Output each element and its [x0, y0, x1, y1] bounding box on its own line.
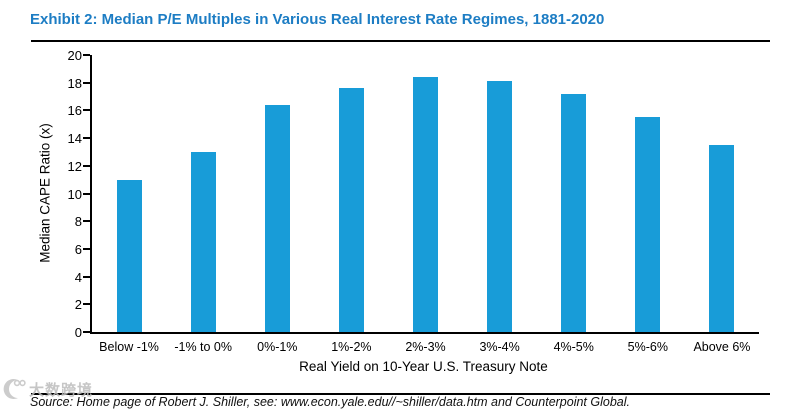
x-tick-label: Below -1%	[99, 340, 159, 354]
y-tick-label: 8	[74, 214, 82, 230]
y-tick-mark	[83, 164, 90, 167]
x-tick-label: 2%-3%	[405, 340, 446, 354]
bar	[487, 81, 513, 332]
x-tick-label: Above 6%	[693, 340, 751, 354]
y-tick-label: 16	[67, 103, 82, 119]
bar	[635, 117, 661, 332]
chart-title: Exhibit 2: Median P/E Multiples in Vario…	[30, 11, 605, 28]
x-tick-label: 4%-5%	[553, 340, 594, 354]
x-tick-label: 3%-4%	[479, 340, 520, 354]
y-tick-label: 6	[74, 241, 82, 257]
y-tick-mark	[83, 192, 90, 195]
y-tick-mark	[83, 137, 90, 140]
y-tick-mark	[83, 331, 90, 333]
x-tick-label: 1%-2%	[331, 340, 372, 354]
top-divider	[31, 40, 770, 42]
y-tick-label: 18	[67, 75, 82, 91]
y-tick-mark	[83, 81, 90, 84]
y-tick-mark	[83, 275, 90, 278]
y-tick-mark	[83, 109, 90, 112]
y-tick-label: 14	[67, 131, 82, 147]
y-tick-label: 20	[67, 48, 82, 63]
watermark-logo-icon	[3, 379, 26, 399]
x-tick-label: 0%-1%	[257, 340, 298, 354]
plot-area: 0 2 4 6 8 10 12 14 16 18 20 Below -1% -1% to 0% 0%-1%…	[68, 48, 759, 354]
x-tick-label: -1% to 0%	[174, 340, 232, 354]
bar	[264, 104, 290, 332]
y-tick-label: 0	[74, 325, 82, 340]
x-tick-label: 5%-6%	[627, 340, 668, 354]
bar	[338, 88, 364, 332]
bar	[116, 179, 142, 332]
x-axis-title: Real Yield on 10-Year U.S. Treasury Note	[299, 359, 548, 374]
y-tick-mark	[83, 54, 90, 56]
bar	[413, 77, 438, 332]
y-tick-mark	[83, 247, 90, 250]
bar	[709, 145, 735, 332]
y-tick-label: 2	[74, 297, 82, 313]
y-tick-label: 10	[67, 186, 82, 202]
bar	[561, 93, 587, 332]
bar	[190, 151, 216, 332]
y-tick-mark	[83, 303, 90, 306]
bottom-divider	[31, 393, 770, 395]
source-note: Source: Home page of Robert J. Shiller, …	[30, 395, 630, 409]
y-tick-label: 12	[67, 158, 82, 174]
y-tick-label: 4	[74, 269, 82, 285]
y-tick-mark	[83, 220, 90, 223]
